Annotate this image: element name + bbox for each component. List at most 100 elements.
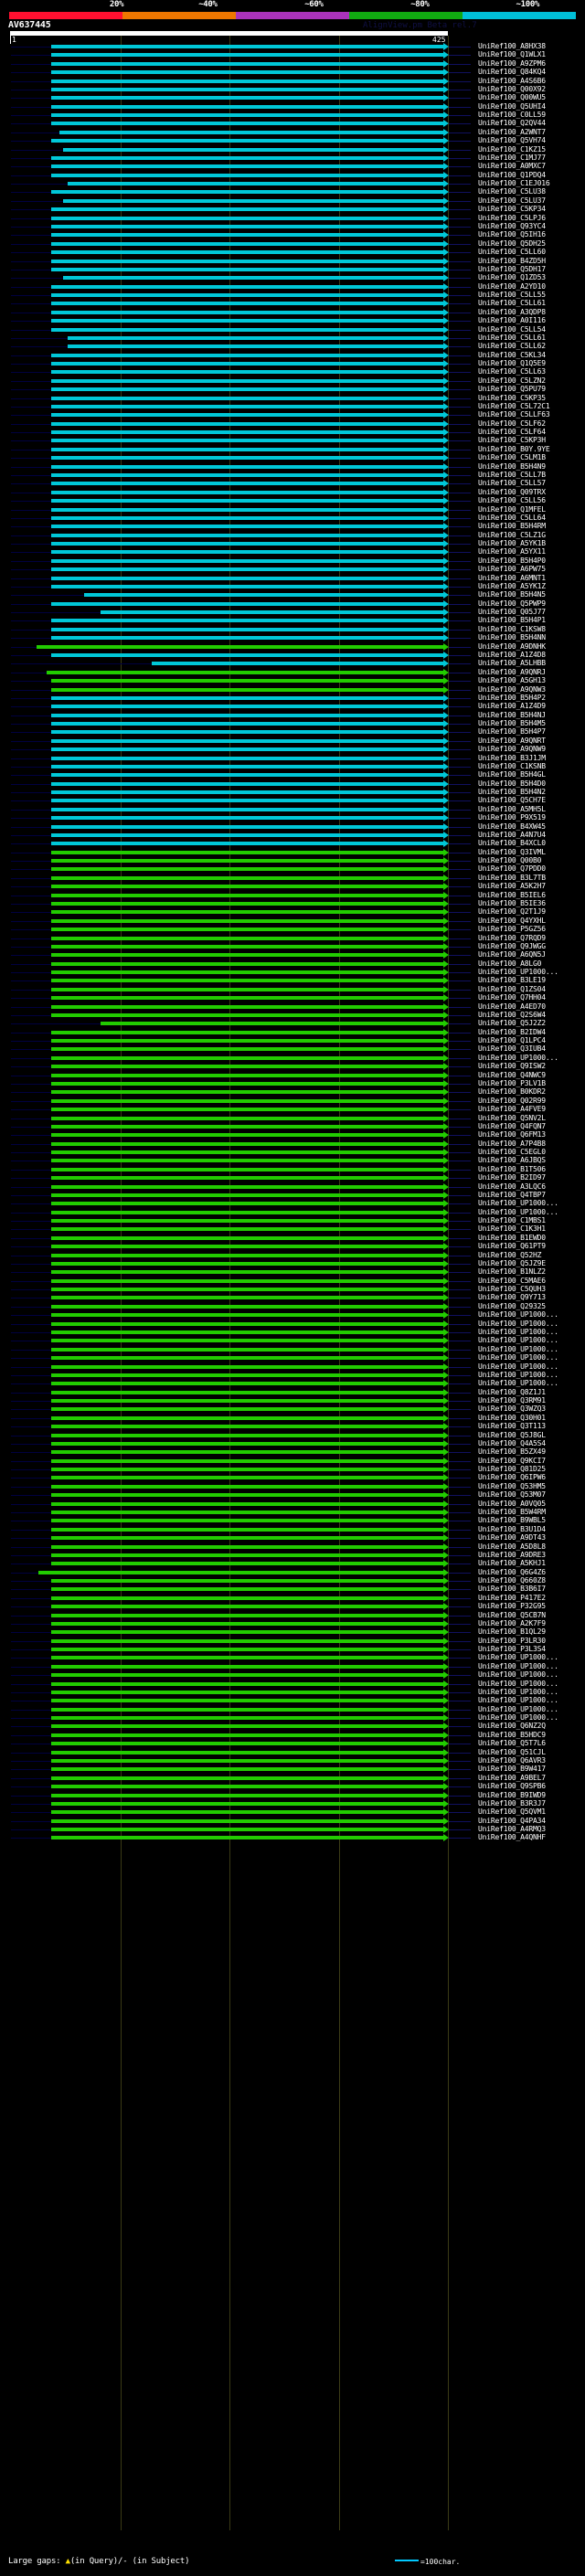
alignment-bar[interactable] xyxy=(50,627,443,631)
alignment-row[interactable]: UniRef100_A6JBQS xyxy=(0,1156,585,1165)
alignment-row[interactable]: UniRef100_UP1000... xyxy=(0,1328,585,1337)
subject-label[interactable]: UniRef100_Q00WU5 xyxy=(478,93,546,102)
alignment-row[interactable]: UniRef100_B0KDR2 xyxy=(0,1087,585,1097)
alignment-row[interactable]: UniRef100_A8HX38 xyxy=(0,42,585,51)
alignment-bar[interactable] xyxy=(50,378,443,383)
subject-label[interactable]: UniRef100_P32G95 xyxy=(478,1602,546,1611)
alignment-row[interactable]: UniRef100_B0Y.9YE xyxy=(0,445,585,454)
alignment-bar[interactable] xyxy=(50,773,443,778)
subject-label[interactable]: UniRef100_UP1000... xyxy=(478,1362,558,1371)
subject-label[interactable]: UniRef100_B5H4NN xyxy=(478,633,546,642)
subject-label[interactable]: UniRef100_C5LL55 xyxy=(478,291,546,300)
alignment-bar[interactable] xyxy=(50,902,443,906)
alignment-row[interactable]: UniRef100_A5MH5L xyxy=(0,805,585,814)
alignment-row[interactable]: UniRef100_A0VQ05 xyxy=(0,1500,585,1509)
alignment-bar[interactable] xyxy=(50,216,443,220)
alignment-row[interactable]: UniRef100_UP1000... xyxy=(0,968,585,977)
alignment-row[interactable]: UniRef100_Q6G4Z6 xyxy=(0,1568,585,1577)
alignment-bar[interactable] xyxy=(50,1519,443,1523)
alignment-bar[interactable] xyxy=(50,850,443,854)
subject-label[interactable]: UniRef100_C5LL61 xyxy=(478,299,546,308)
alignment-bar[interactable] xyxy=(68,345,443,349)
alignment-row[interactable]: UniRef100_Q00B0 xyxy=(0,856,585,865)
alignment-row[interactable]: UniRef100_B9W417 xyxy=(0,1765,585,1774)
alignment-row[interactable]: UniRef100_Q6IPW6 xyxy=(0,1473,585,1482)
alignment-row[interactable]: UniRef100_Q1ZS04 xyxy=(0,985,585,994)
subject-label[interactable]: UniRef100_C5LF64 xyxy=(478,428,546,437)
alignment-row[interactable]: UniRef100_Q5T7L6 xyxy=(0,1739,585,1748)
subject-label[interactable]: UniRef100_Q5CB7N xyxy=(478,1610,546,1619)
alignment-row[interactable]: UniRef100_Q5J8GL xyxy=(0,1431,585,1440)
alignment-bar[interactable] xyxy=(50,601,443,606)
subject-label[interactable]: UniRef100_UP1000... xyxy=(478,1328,558,1336)
alignment-row[interactable]: UniRef100_UP1000... xyxy=(0,1653,585,1662)
alignment-bar[interactable] xyxy=(50,1836,443,1840)
alignment-bar[interactable] xyxy=(50,1030,443,1034)
subject-label[interactable]: UniRef100_Q5PU79 xyxy=(478,385,546,394)
alignment-row[interactable]: UniRef100_Q9JWGG xyxy=(0,942,585,951)
alignment-bar[interactable] xyxy=(50,1724,443,1729)
subject-label[interactable]: UniRef100_Q5IH16 xyxy=(478,230,546,239)
alignment-row[interactable]: UniRef100_Q61PT9 xyxy=(0,1242,585,1251)
subject-label[interactable]: UniRef100_UP1000... xyxy=(478,1670,558,1680)
subject-label[interactable]: UniRef100_UP1000... xyxy=(478,1653,558,1662)
subject-label[interactable]: UniRef100_A9DT43 xyxy=(478,1533,546,1542)
subject-label[interactable]: UniRef100_C5KL34 xyxy=(478,350,546,359)
alignment-bar[interactable] xyxy=(50,1621,443,1626)
subject-label[interactable]: UniRef100_B5IEL6 xyxy=(478,890,546,899)
alignment-row[interactable]: UniRef100_UP1000... xyxy=(0,1199,585,1208)
alignment-bar[interactable] xyxy=(50,576,443,580)
alignment-bar[interactable] xyxy=(50,979,443,983)
alignment-bar[interactable] xyxy=(50,293,443,298)
alignment-bar[interactable] xyxy=(50,233,443,238)
alignment-row[interactable]: UniRef100_UP1000... xyxy=(0,1696,585,1705)
subject-label[interactable]: UniRef100_UP1000... xyxy=(478,1319,558,1328)
alignment-bar[interactable] xyxy=(50,875,443,880)
subject-label[interactable]: UniRef100_P417E2 xyxy=(478,1593,546,1602)
subject-label[interactable]: UniRef100_UP1000... xyxy=(478,1704,558,1713)
alignment-bar[interactable] xyxy=(50,1681,443,1686)
alignment-row[interactable]: UniRef100_C0LL59 xyxy=(0,111,585,120)
subject-label[interactable]: UniRef100_C5LU37 xyxy=(478,196,546,205)
alignment-row[interactable]: UniRef100_C5LZN2 xyxy=(0,376,585,386)
subject-label[interactable]: UniRef100_Q4FQN7 xyxy=(478,1121,546,1130)
alignment-row[interactable]: UniRef100_C1K3H1 xyxy=(0,1224,585,1234)
alignment-row[interactable]: UniRef100_Q6AVR3 xyxy=(0,1756,585,1765)
alignment-bar[interactable] xyxy=(50,53,443,58)
alignment-row[interactable]: UniRef100_Q53HM5 xyxy=(0,1482,585,1491)
alignment-bar[interactable] xyxy=(50,1759,443,1763)
alignment-bar[interactable] xyxy=(50,241,443,246)
alignment-bar[interactable] xyxy=(50,327,443,332)
alignment-row[interactable]: UniRef100_Q5NV2L xyxy=(0,1114,585,1123)
alignment-row[interactable]: UniRef100_Q8Z1J1 xyxy=(0,1388,585,1397)
subject-label[interactable]: UniRef100_A4S6B6 xyxy=(478,76,546,85)
subject-label[interactable]: UniRef100_Q9ISW2 xyxy=(478,1062,546,1071)
alignment-row[interactable]: UniRef100_A6MNT1 xyxy=(0,574,585,583)
alignment-bar[interactable] xyxy=(50,1605,443,1609)
alignment-bar[interactable] xyxy=(50,1210,443,1214)
subject-label[interactable]: UniRef100_Q02R99 xyxy=(478,1096,546,1105)
alignment-bar[interactable] xyxy=(50,893,443,897)
subject-label[interactable]: UniRef100_A5KHJ1 xyxy=(478,1559,546,1568)
subject-label[interactable]: UniRef100_Q6NZ2Q xyxy=(478,1722,546,1731)
alignment-bar[interactable] xyxy=(50,319,443,323)
alignment-bar[interactable] xyxy=(50,730,443,735)
subject-label[interactable]: UniRef100_P3LR30 xyxy=(478,1636,546,1645)
subject-label[interactable]: UniRef100_Q5JZ9E xyxy=(478,1258,546,1267)
alignment-row[interactable]: UniRef100_Q1Q5E9 xyxy=(0,359,585,368)
subject-label[interactable]: UniRef100_B9IWD9 xyxy=(478,1790,546,1799)
subject-label[interactable]: UniRef100_Q29325 xyxy=(478,1301,546,1310)
subject-label[interactable]: UniRef100_B9W417 xyxy=(478,1765,546,1774)
alignment-row[interactable]: UniRef100_A9QNRJ xyxy=(0,668,585,677)
alignment-bar[interactable] xyxy=(50,1415,443,1420)
alignment-bar[interactable] xyxy=(50,224,443,228)
alignment-bar[interactable] xyxy=(50,1176,443,1181)
subject-label[interactable]: UniRef100_Q3IUB4 xyxy=(478,1044,546,1054)
alignment-row[interactable]: UniRef100_Q84KQ4 xyxy=(0,68,585,77)
subject-label[interactable]: UniRef100_P3L3S4 xyxy=(478,1645,546,1654)
alignment-bar[interactable] xyxy=(50,652,443,657)
alignment-bar[interactable] xyxy=(50,1304,443,1309)
subject-label[interactable]: UniRef100_B5H4P2 xyxy=(478,693,546,702)
subject-label[interactable]: UniRef100_Q2T1J9 xyxy=(478,907,546,917)
subject-label[interactable]: UniRef100_C5LZN2 xyxy=(478,376,546,385)
